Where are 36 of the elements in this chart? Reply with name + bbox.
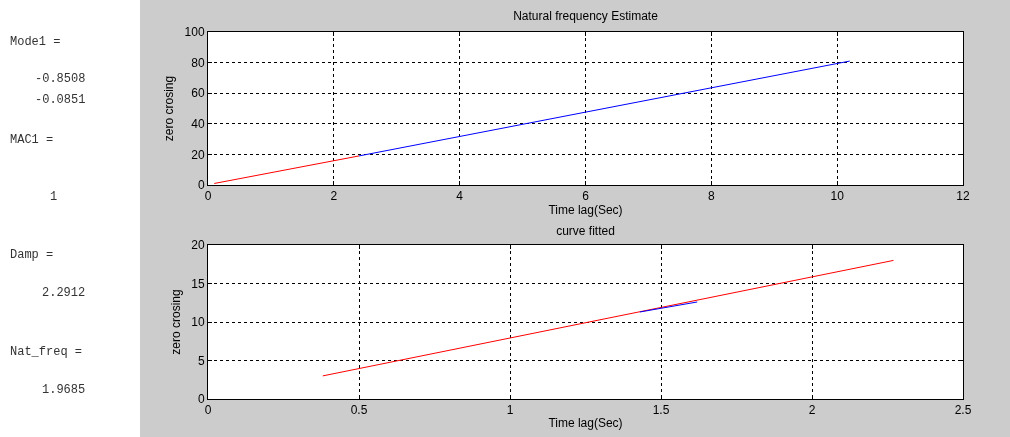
x-axis-title: Time lag(Sec) <box>548 203 623 218</box>
x-axis-title: Time lag(Sec) <box>548 416 623 431</box>
y-tick-label: 80 <box>191 55 205 70</box>
y-tick-label: 20 <box>191 238 205 253</box>
y-axis-title: zero crosing <box>161 75 176 142</box>
x-tick-label: 4 <box>456 189 464 204</box>
x-tick-label: 12 <box>956 189 970 204</box>
chart-title: Natural frequency Estimate <box>513 9 659 24</box>
text: 2.2912 <box>42 286 86 300</box>
text: 1.9685 <box>42 383 86 397</box>
text: Nat_freq = <box>10 345 83 359</box>
y-tick-label: 60 <box>191 86 205 101</box>
y-tick-label: 15 <box>191 276 205 291</box>
x-tick-label: 1.5 <box>652 403 670 418</box>
y-tick-label: 0 <box>197 178 205 193</box>
x-tick-label: 10 <box>830 189 845 204</box>
y-tick-label: 5 <box>197 353 205 368</box>
x-tick-label: 8 <box>707 189 715 204</box>
y-axis-title: zero crosing <box>168 289 183 355</box>
text: Damp = <box>10 248 54 262</box>
text: -0.0851 <box>35 93 86 107</box>
y-tick-label: 40 <box>191 117 205 131</box>
y-tick-label: 20 <box>191 147 205 162</box>
text: -0.8508 <box>35 72 86 86</box>
y-tick-label: 0 <box>197 392 205 407</box>
x-tick-label: 2 <box>808 403 816 418</box>
text: Mode1 = <box>10 35 61 49</box>
chart-title: curve fitted <box>556 224 615 239</box>
text: MAC1 = <box>10 133 54 147</box>
x-tick-label: 2.5 <box>954 403 972 418</box>
y-tick-label: 100 <box>184 25 205 40</box>
x-tick-label: 0.5 <box>350 403 368 418</box>
x-tick-label: 1 <box>506 403 514 418</box>
x-tick-label: 6 <box>582 189 590 204</box>
x-tick-label: 2 <box>330 189 338 204</box>
y-tick-label: 10 <box>191 315 205 330</box>
